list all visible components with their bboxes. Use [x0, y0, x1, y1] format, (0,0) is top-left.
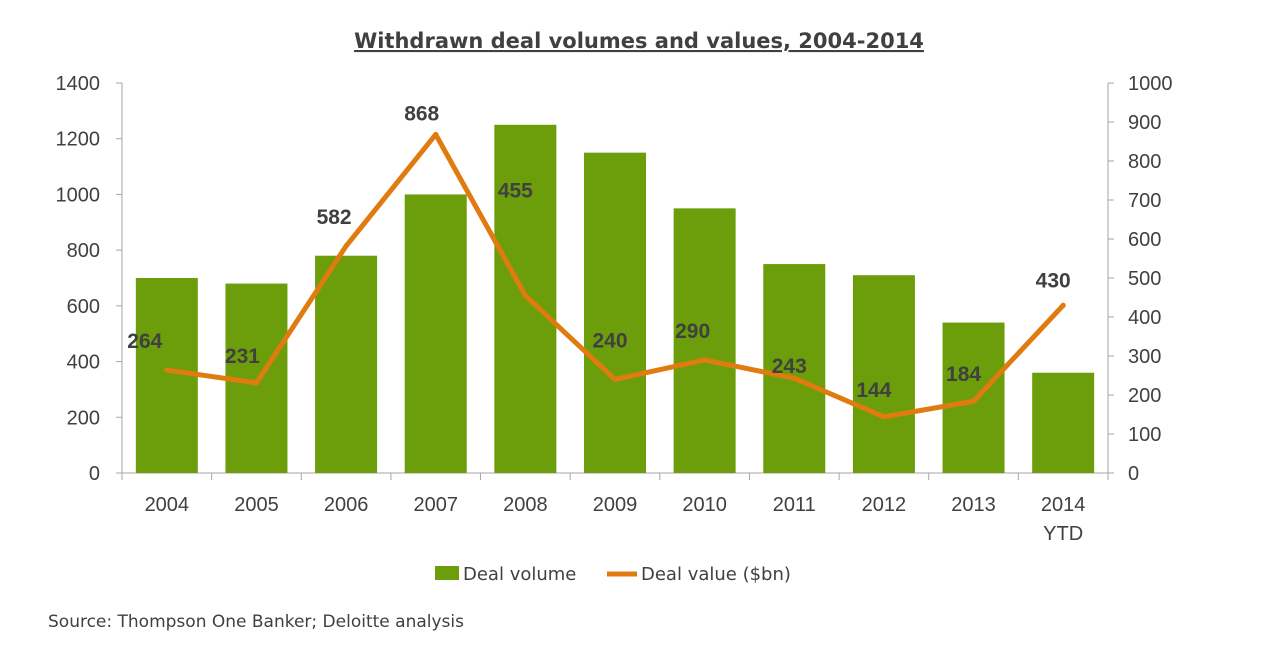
point-deal-value-2014 — [1060, 302, 1066, 308]
x-axis: 2004 2005 2006 2007 2008 2009 2010 2011 2012 2013… — [121, 472, 1109, 545]
point-deal-value-2008 — [522, 293, 528, 299]
left-y-axis: 0 200 400 600 800 1000 1200 1400 — [56, 73, 123, 485]
x-tick-label: 2010 — [682, 494, 727, 516]
bar-deal-volume-2009 — [584, 152, 646, 473]
x-tick-label: 2014 — [1041, 494, 1086, 516]
left-tick-label: 600 — [67, 296, 100, 318]
bar-deal-volume-2010 — [673, 208, 736, 473]
point-deal-value-2005 — [253, 380, 259, 386]
left-tick-label: 200 — [67, 407, 100, 429]
data-label-deal-value-2014: 430 — [1036, 269, 1071, 292]
data-label-deal-value-2006: 582 — [317, 206, 352, 229]
right-tick-label: 700 — [1128, 190, 1161, 212]
data-label-deal-value-2013: 184 — [946, 363, 981, 386]
right-tick-label: 300 — [1128, 346, 1161, 368]
legend-swatch-deal-volume — [435, 566, 459, 580]
bar-series-deal-volume — [135, 124, 1095, 474]
point-deal-value-2013 — [971, 398, 977, 404]
x-tick-label: 2005 — [234, 494, 279, 516]
left-tick-label: 1200 — [56, 129, 101, 151]
point-deal-value-2007 — [433, 131, 439, 137]
legend-label-deal-value: Deal value ($bn) — [641, 564, 791, 585]
right-tick-label: 1000 — [1128, 73, 1173, 95]
right-tick-label: 800 — [1128, 151, 1161, 173]
legend: Deal volume Deal value ($bn) — [435, 564, 791, 585]
line-series-deal-value — [164, 131, 1066, 420]
point-deal-value-2006 — [343, 243, 349, 249]
left-tick-label: 1400 — [56, 73, 101, 95]
x-tick-label: 2009 — [593, 494, 638, 516]
right-tick-label: 400 — [1128, 307, 1161, 329]
x-tick-label: 2011 — [773, 494, 816, 516]
right-tick-label: 500 — [1128, 268, 1161, 290]
x-tick-label: 2012 — [862, 494, 907, 516]
bar-deal-volume-2014 — [1032, 372, 1095, 473]
point-deal-value-2010 — [702, 357, 708, 363]
data-label-deal-value-2007: 868 — [404, 102, 439, 125]
right-tick-label: 200 — [1128, 385, 1161, 407]
x-tick-label: 2006 — [324, 494, 369, 516]
right-tick-label: 600 — [1128, 229, 1161, 251]
x-tick-sublabel: YTD — [1043, 523, 1083, 545]
data-label-deal-value-2008: 455 — [498, 180, 533, 203]
bar-deal-volume-2011 — [763, 264, 826, 473]
data-label-deal-value-2005: 231 — [225, 345, 260, 368]
left-tick-label: 400 — [67, 352, 100, 374]
x-tick-label: 2007 — [413, 494, 458, 516]
x-tick-label: 2004 — [145, 494, 190, 516]
point-deal-value-2012 — [881, 414, 887, 420]
right-tick-label: 100 — [1128, 424, 1161, 446]
bar-deal-volume-2006 — [315, 255, 378, 473]
data-label-deal-value-2012: 144 — [856, 379, 891, 402]
left-tick-label: 1000 — [56, 184, 101, 206]
right-tick-label: 900 — [1128, 112, 1161, 134]
data-label-deal-value-2004: 264 — [127, 330, 162, 353]
data-label-deal-value-2010: 290 — [675, 320, 710, 343]
data-label-deal-value-2011: 243 — [772, 355, 807, 378]
bar-deal-volume-2007 — [404, 194, 467, 473]
right-tick-label: 0 — [1128, 463, 1139, 485]
x-tick-label: 2013 — [951, 494, 996, 516]
legend-label-deal-volume: Deal volume — [463, 564, 576, 585]
point-deal-value-2004 — [164, 367, 170, 373]
data-label-deal-value-2009: 240 — [592, 329, 627, 352]
point-deal-value-2009 — [612, 376, 618, 382]
right-y-axis: 0 100 200 300 400 500 600 700 800 900 1000 — [1107, 73, 1173, 485]
source-note: Source: Thompson One Banker; Deloitte an… — [48, 612, 464, 632]
bar-deal-volume-2012 — [852, 275, 915, 473]
point-deal-value-2011 — [791, 375, 797, 381]
left-tick-label: 0 — [89, 463, 100, 485]
left-tick-label: 800 — [67, 240, 100, 262]
chart-title: Withdrawn deal volumes and values, 2004-… — [354, 29, 924, 53]
data-labels: 264 231 582 868 455 240 290 243 144 184 430 — [127, 102, 1070, 401]
x-tick-label: 2008 — [503, 494, 548, 516]
